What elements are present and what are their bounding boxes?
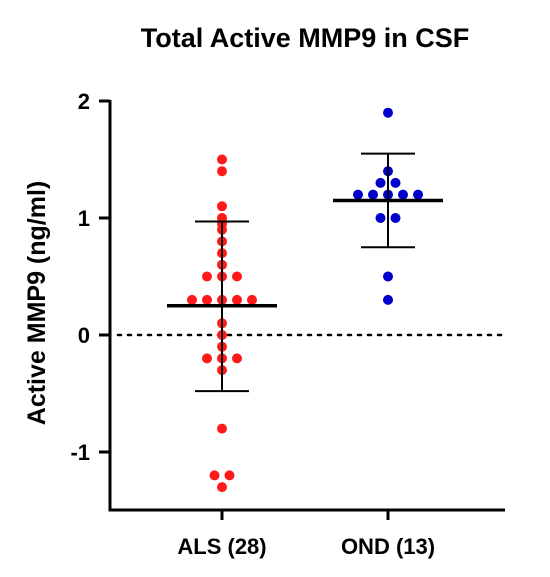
- data-point: [413, 189, 423, 200]
- data-point: [187, 294, 197, 305]
- x-tick-label: OND (13): [341, 534, 435, 559]
- data-point: [375, 177, 386, 188]
- chart-title: Total Active MMP9 in CSF: [141, 23, 470, 53]
- data-point: [209, 470, 220, 481]
- data-point: [247, 294, 257, 305]
- axes: -1 0 1 2 ALS (28) OND (13): [70, 89, 505, 559]
- data-point: [390, 177, 401, 188]
- y-tick-label: 1: [78, 206, 90, 231]
- data-point: [202, 271, 212, 282]
- data-point: [383, 294, 393, 305]
- data-point: [375, 213, 386, 223]
- data-point: [232, 353, 242, 364]
- data-point: [353, 189, 363, 200]
- data-point: [232, 294, 242, 305]
- y-tick-label: 2: [78, 89, 90, 114]
- y-tick-label: -1: [70, 440, 90, 465]
- data-point: [390, 213, 401, 223]
- data-point: [217, 201, 227, 212]
- x-tick-label: ALS (28): [177, 534, 266, 559]
- data-point: [202, 294, 212, 305]
- data-point: [383, 271, 393, 282]
- data-point: [398, 189, 408, 200]
- data-point: [383, 107, 393, 118]
- y-axis-label: Active MMP9 (ng/ml): [23, 181, 51, 425]
- data-point: [224, 470, 235, 481]
- mean-sd-bars: [167, 152, 443, 393]
- y-tick-label: 0: [78, 323, 90, 348]
- data-point: [368, 189, 378, 200]
- data-point: [217, 166, 227, 177]
- data-point: [232, 271, 242, 282]
- data-point: [217, 423, 227, 434]
- data-point: [217, 154, 227, 165]
- data-point: [217, 482, 227, 493]
- data-point: [202, 353, 212, 364]
